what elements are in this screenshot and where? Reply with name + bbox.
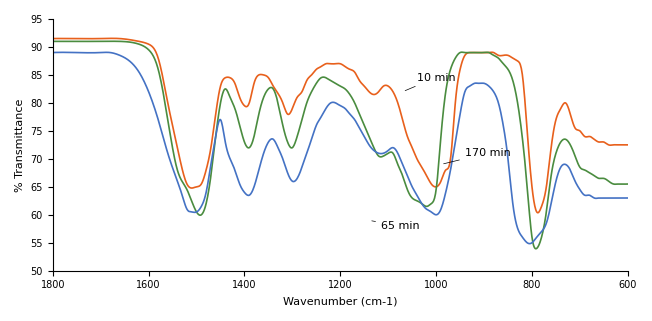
Text: 170 min: 170 min [443,148,511,164]
Text: 10 min: 10 min [405,73,456,91]
Y-axis label: % Transmittance: % Transmittance [15,98,25,192]
X-axis label: Wavenumber (cm-1): Wavenumber (cm-1) [283,296,398,306]
Text: 65 min: 65 min [372,221,420,231]
